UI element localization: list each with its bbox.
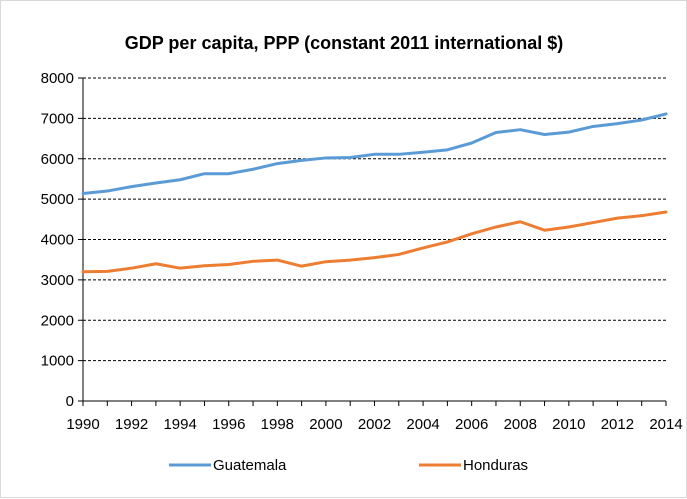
x-tick-label: 2012 <box>601 416 634 433</box>
x-tick-label: 1992 <box>115 416 148 433</box>
x-tick-label: 2010 <box>552 416 585 433</box>
y-tick-label: 2000 <box>41 312 74 329</box>
gridlines <box>78 77 666 402</box>
y-tick-label: 4000 <box>41 232 74 249</box>
y-tick-label: 3000 <box>41 272 74 289</box>
x-tick-label: 2004 <box>406 416 439 433</box>
x-tick-label: 1996 <box>212 416 245 433</box>
x-tick-label: 1998 <box>261 416 294 433</box>
x-axis-tick-labels: 1990 1992 1994 1996 1998 2000 2002 2004 2006 2008… <box>66 416 682 433</box>
x-tick-label: 1994 <box>163 416 196 433</box>
y-tick-label: 0 <box>66 393 74 410</box>
y-tick-label: 1000 <box>41 353 74 370</box>
x-tick-label: 2008 <box>504 416 537 433</box>
y-axis-tick-labels: 0 1000 2000 3000 4000 5000 6000 7000 8000 <box>41 70 74 410</box>
y-tick-label: 7000 <box>41 110 74 127</box>
series-line-guatemala <box>81 112 668 195</box>
series-lines <box>81 112 668 274</box>
x-tick-label: 2002 <box>358 416 391 433</box>
series-line-honduras <box>81 210 668 274</box>
legend-label-honduras: Honduras <box>463 457 528 474</box>
axes <box>82 78 667 406</box>
chart-title: GDP per capita, PPP (constant 2011 inter… <box>125 33 563 53</box>
x-tick-label: 2014 <box>649 416 682 433</box>
x-tick-label: 1990 <box>66 416 99 433</box>
legend-label-guatemala: Guatemala <box>213 457 287 474</box>
legend: Guatemala Honduras <box>169 457 528 474</box>
y-tick-label: 5000 <box>41 191 74 208</box>
y-tick-label: 8000 <box>41 70 74 87</box>
x-tick-label: 2000 <box>309 416 342 433</box>
x-tick-label: 2006 <box>455 416 488 433</box>
y-tick-label: 6000 <box>41 151 74 168</box>
